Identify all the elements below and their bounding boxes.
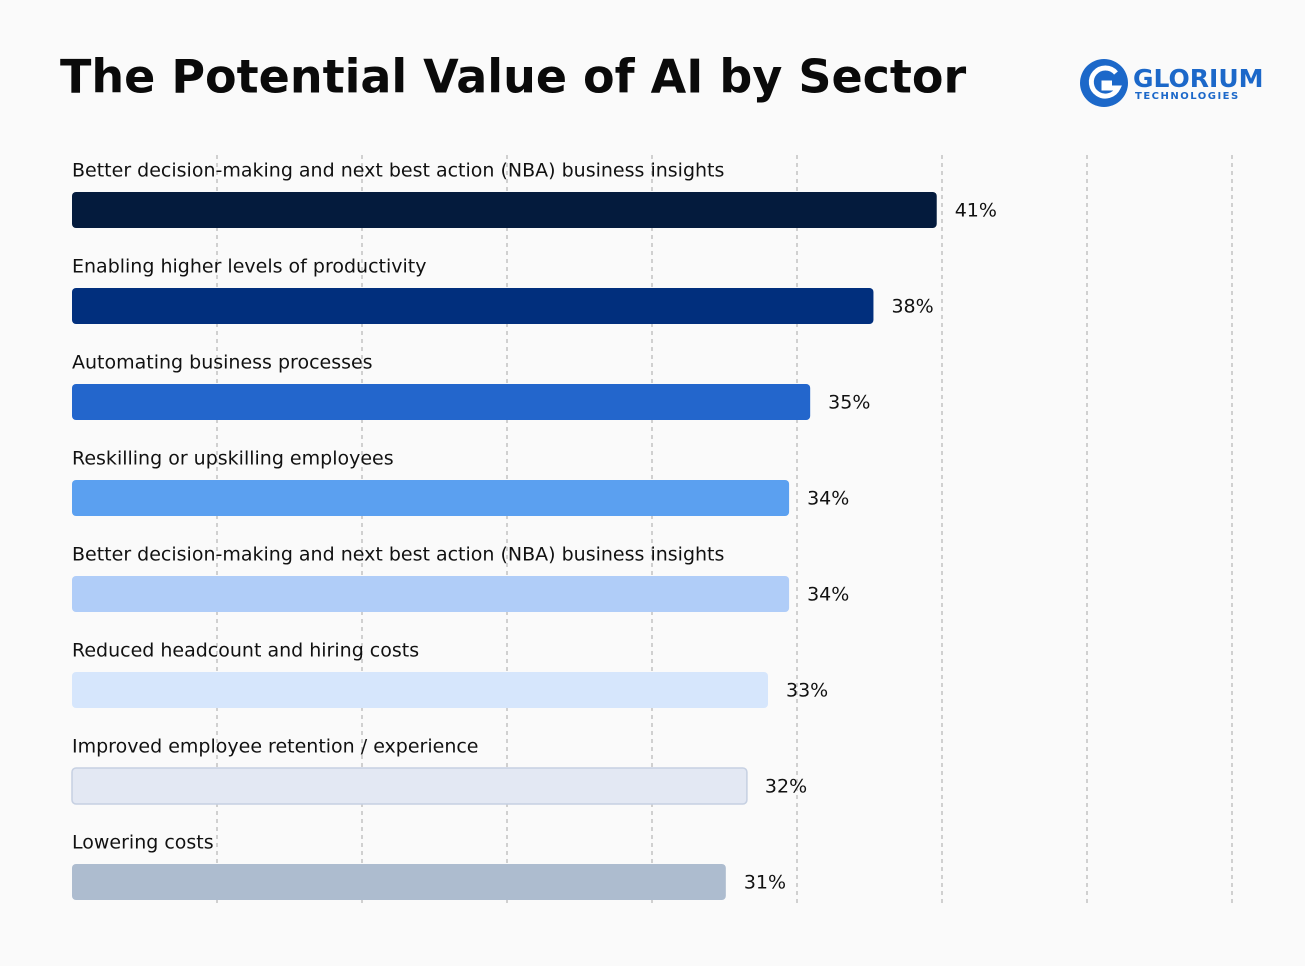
category-label: Better decision-making and next best act…	[72, 544, 724, 566]
bar	[72, 672, 768, 708]
category-label: Reduced headcount and hiring costs	[72, 640, 419, 662]
category-label: Reskilling or upskilling employees	[72, 448, 394, 470]
value-label: 41%	[955, 200, 997, 222]
category-label: Improved employee retention / experience	[72, 736, 479, 758]
bar	[72, 192, 937, 228]
value-label: 38%	[891, 296, 933, 318]
value-label: 34%	[807, 488, 849, 510]
category-label: Better decision-making and next best act…	[72, 160, 724, 182]
logo-name: GLORIUM	[1133, 64, 1264, 93]
value-label: 32%	[765, 776, 807, 798]
category-label: Enabling higher levels of productivity	[72, 256, 426, 278]
value-label: 35%	[828, 392, 870, 414]
logo-tagline: TECHNOLOGIES	[1135, 91, 1240, 102]
bar	[72, 384, 811, 420]
category-label: Automating business processes	[72, 352, 373, 374]
bar	[72, 576, 790, 612]
bar	[71, 767, 748, 805]
logo-glyph	[1088, 65, 1122, 99]
value-label: 31%	[744, 872, 786, 894]
category-label: Lowering costs	[72, 832, 214, 854]
value-label: 33%	[786, 680, 828, 702]
logo: GLORIUM TECHNOLOGIES	[1080, 59, 1264, 107]
bar	[72, 864, 726, 900]
bar	[72, 288, 874, 324]
bar	[72, 480, 790, 516]
value-label: 34%	[807, 584, 849, 606]
chart-title: The Potential Value of AI by Sector	[60, 50, 967, 104]
